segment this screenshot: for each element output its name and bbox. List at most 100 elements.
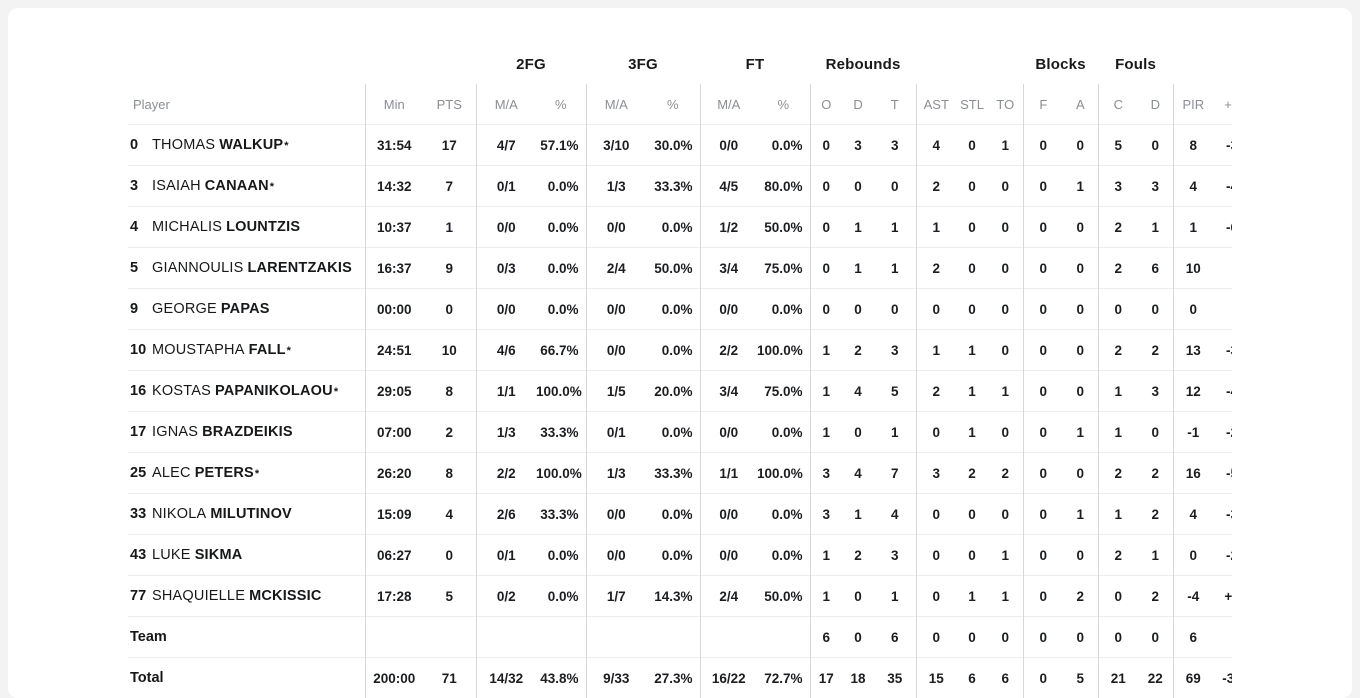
stat-2fg-ma: 0/1 [476, 166, 536, 207]
stat-pir: 16 [1173, 453, 1213, 494]
stat-stl: 6 [956, 658, 988, 698]
player-last-name: LOUNTZIS [226, 219, 300, 235]
stat-2fg-pct: 43.8% [536, 658, 586, 698]
stat-3fg-pct: 20.0% [646, 371, 700, 412]
group-2fg: 2FG [476, 44, 586, 84]
player-first-name: ALEC [152, 465, 191, 481]
stat-foul-d: 1 [1138, 207, 1173, 248]
stat-3fg-ma [586, 617, 646, 658]
stat-to: 0 [988, 166, 1023, 207]
starter-marker: * [287, 345, 291, 357]
stat-plusminus: +2 [1213, 576, 1232, 617]
stat-3fg-ma: 1/3 [586, 166, 646, 207]
col-fouls-c: C [1098, 84, 1138, 125]
col-blocks-f: F [1023, 84, 1063, 125]
group-ft: FT [700, 44, 810, 84]
table-row: Total 200:00 71 14/32 43.8% 9/33 27.3% 1… [128, 658, 1232, 698]
stat-reb-t: 1 [874, 207, 916, 248]
stat-2fg-pct: 0.0% [536, 248, 586, 289]
col-3fg-ma: M/A [586, 84, 646, 125]
col-reb-o: O [810, 84, 842, 125]
stat-ft-ma: 0/0 [700, 535, 757, 576]
stat-pts: 17 [423, 125, 476, 166]
stat-ft-pct: 0.0% [757, 125, 810, 166]
stat-pir: 12 [1173, 371, 1213, 412]
starter-marker: * [255, 468, 259, 480]
group-header-row: 2FG 3FG FT Rebounds Blocks Fouls [128, 44, 1232, 84]
stat-block-f: 0 [1023, 371, 1063, 412]
stat-3fg-pct: 0.0% [646, 412, 700, 453]
stat-3fg-ma: 1/3 [586, 453, 646, 494]
stat-ft-pct: 0.0% [757, 289, 810, 330]
player-first-name: MICHALIS [152, 219, 222, 235]
stat-ft-ma [700, 617, 757, 658]
stat-ft-pct: 0.0% [757, 412, 810, 453]
stat-pts: 9 [423, 248, 476, 289]
stat-reb-t: 4 [874, 494, 916, 535]
stat-ast: 2 [916, 248, 956, 289]
stat-2fg-ma: 1/3 [476, 412, 536, 453]
col-reb-t: T [874, 84, 916, 125]
stat-ast: 1 [916, 330, 956, 371]
player-last-name: MILUTINOV [210, 506, 292, 522]
stat-reb-t: 7 [874, 453, 916, 494]
stat-reb-d: 1 [842, 207, 874, 248]
stat-plusminus: -3 [1213, 330, 1232, 371]
player-first-name: LUKE [152, 547, 191, 563]
stat-reb-o: 3 [810, 453, 842, 494]
player-first-name: THOMAS [152, 137, 215, 153]
stat-foul-d: 0 [1138, 125, 1173, 166]
player-first-name: ISAIAH [152, 178, 201, 194]
stat-3fg-pct: 14.3% [646, 576, 700, 617]
col-stl: STL [956, 84, 988, 125]
stat-foul-c: 1 [1098, 494, 1138, 535]
stat-reb-t: 5 [874, 371, 916, 412]
stat-pir: 69 [1173, 658, 1213, 698]
stat-block-a: 0 [1063, 535, 1098, 576]
stat-2fg-pct: 100.0% [536, 453, 586, 494]
col-ft-ma: M/A [700, 84, 757, 125]
box-score-card: 2FG 3FG FT Rebounds Blocks Fouls Player … [8, 8, 1352, 698]
stat-reb-o: 3 [810, 494, 842, 535]
stat-pts: 0 [423, 289, 476, 330]
stat-reb-d: 18 [842, 658, 874, 698]
stat-min: 31:54 [365, 125, 423, 166]
stat-block-a: 0 [1063, 207, 1098, 248]
stat-2fg-ma: 0/0 [476, 207, 536, 248]
stat-ft-pct: 72.7% [757, 658, 810, 698]
stat-reb-d: 0 [842, 617, 874, 658]
stat-min: 200:00 [365, 658, 423, 698]
stat-to: 2 [988, 453, 1023, 494]
stat-to: 1 [988, 371, 1023, 412]
stat-3fg-pct: 0.0% [646, 494, 700, 535]
stat-plusminus: -2 [1213, 412, 1232, 453]
player-first-name: SHAQUIELLE [152, 588, 245, 604]
stat-foul-d: 3 [1138, 371, 1173, 412]
stat-reb-t: 35 [874, 658, 916, 698]
stat-pir: 0 [1173, 535, 1213, 576]
stat-reb-o: 1 [810, 535, 842, 576]
stat-ast: 2 [916, 371, 956, 412]
stat-3fg-pct: 0.0% [646, 535, 700, 576]
stat-2fg-ma: 0/1 [476, 535, 536, 576]
starter-marker: * [270, 181, 274, 193]
stat-plusminus: -6 [1213, 207, 1232, 248]
stat-block-a: 1 [1063, 412, 1098, 453]
stat-foul-d: 0 [1138, 412, 1173, 453]
group-3fg: 3FG [586, 44, 700, 84]
stat-foul-c: 1 [1098, 371, 1138, 412]
player-first-name: GEORGE [152, 301, 217, 317]
group-spacer [128, 44, 476, 84]
stat-to: 1 [988, 535, 1023, 576]
stat-to: 1 [988, 125, 1023, 166]
stat-2fg-ma [476, 617, 536, 658]
player-first-name: GIANNOULIS [152, 260, 243, 276]
stat-foul-d: 2 [1138, 494, 1173, 535]
table-scroll-region[interactable]: 2FG 3FG FT Rebounds Blocks Fouls Player … [128, 44, 1232, 698]
stat-ast: 0 [916, 617, 956, 658]
stat-foul-c: 0 [1098, 576, 1138, 617]
